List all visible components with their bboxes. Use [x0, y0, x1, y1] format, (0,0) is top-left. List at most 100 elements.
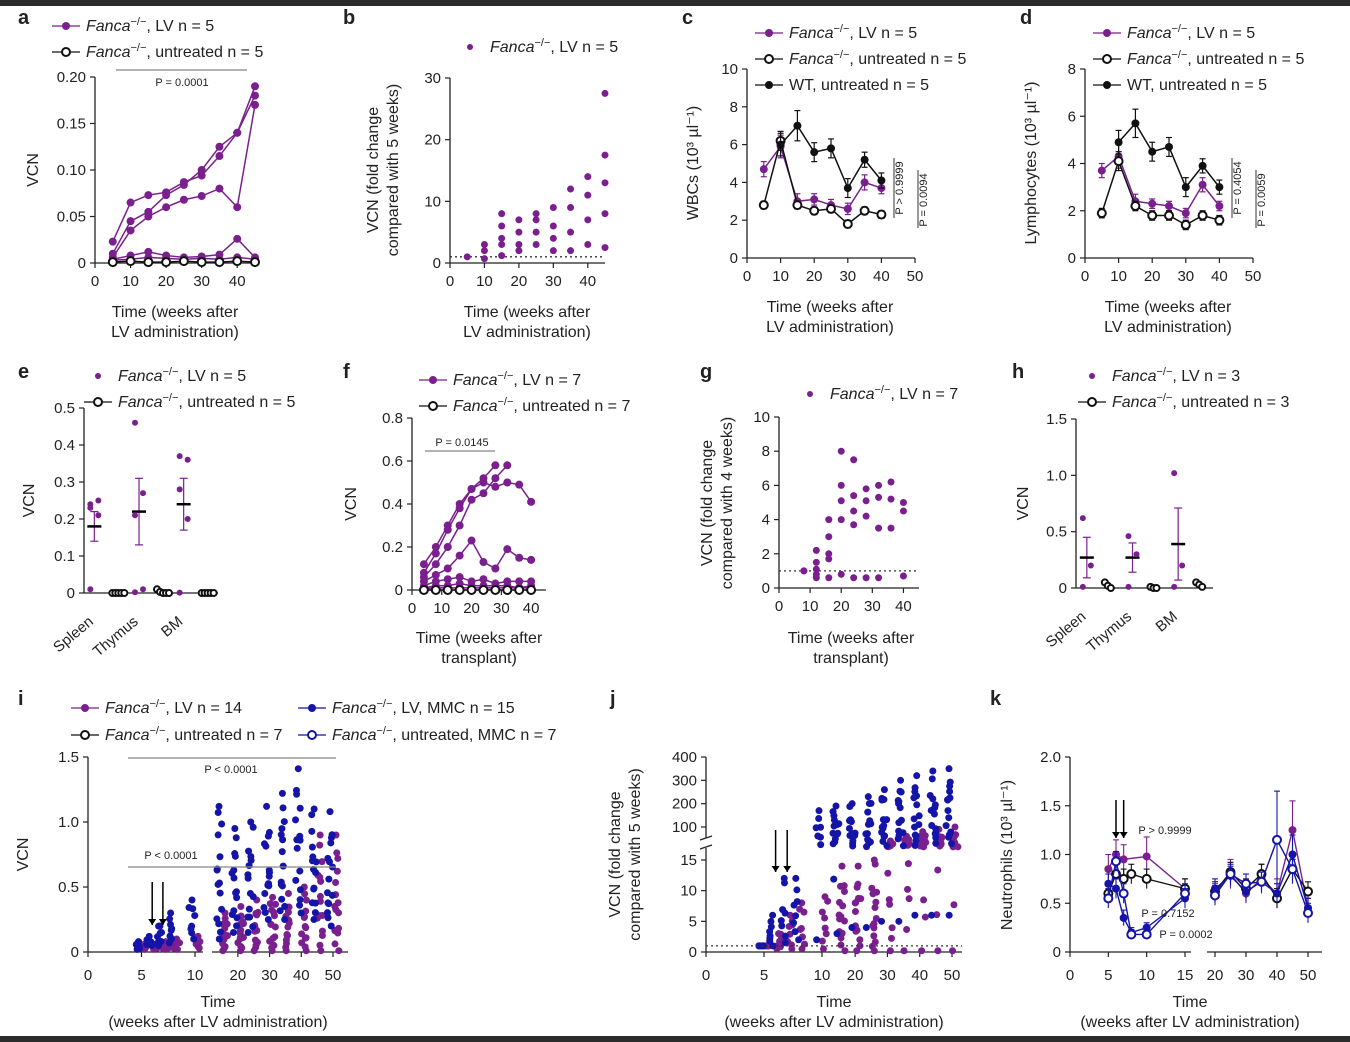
data-point — [270, 908, 278, 916]
x-tick-label: 30 — [493, 600, 510, 617]
data-point — [1148, 199, 1157, 208]
x-tick-label: 30 — [839, 268, 856, 285]
y-axis-label: VCN — [343, 487, 360, 521]
data-point — [928, 775, 936, 783]
y-tick-label: 4 — [1068, 156, 1076, 173]
data-point — [1181, 183, 1190, 192]
data-point — [899, 842, 907, 850]
data-point — [810, 148, 819, 157]
data-point — [769, 911, 777, 919]
x-tick-label: 20 — [1207, 967, 1224, 984]
data-point — [296, 832, 304, 840]
legend-marker — [80, 730, 90, 740]
series-line — [423, 539, 532, 583]
data-point — [325, 875, 333, 883]
data-point — [296, 901, 304, 909]
data-point — [443, 575, 452, 584]
panel-c: c 0 10 20 30 40 50 0 2 4 6 8 10 P > 0.9999 P = 0.0094 W… — [682, 7, 966, 336]
data-point — [271, 933, 279, 941]
y-tick-label: 0.5 — [54, 400, 75, 417]
y-tick-label: 0.20 — [57, 69, 86, 86]
data-point — [333, 867, 341, 875]
data-point — [296, 804, 304, 812]
data-point — [856, 936, 864, 944]
data-point — [231, 850, 239, 858]
y-tick-label: 10 — [680, 883, 697, 900]
data-point — [868, 884, 876, 892]
x-tick-label: 30 — [1238, 967, 1255, 984]
axis-break-gap — [698, 838, 712, 848]
x-tick-label: 20 — [230, 967, 247, 984]
data-point — [296, 886, 304, 894]
data-point — [838, 929, 846, 937]
data-point — [260, 904, 268, 912]
data-point — [332, 878, 340, 886]
data-point — [335, 947, 343, 955]
data-point — [244, 929, 252, 936]
y-tick-label: 200 — [672, 796, 697, 813]
y-tick-label: 300 — [672, 772, 697, 789]
data-point — [584, 173, 592, 181]
data-point — [818, 908, 826, 916]
data-point — [872, 898, 880, 906]
data-point — [443, 543, 452, 551]
data-point — [854, 862, 862, 870]
data-point — [812, 546, 820, 554]
data-point — [327, 922, 335, 930]
x-tick-label: 30 — [879, 967, 896, 984]
data-point — [584, 241, 592, 248]
y-tick-label: 0.2 — [382, 539, 403, 556]
data-point — [246, 889, 254, 897]
data-point — [176, 486, 183, 493]
data-point — [179, 180, 188, 189]
data-point — [926, 791, 934, 799]
x-tick-label: 30 — [545, 273, 562, 290]
data-point — [265, 866, 273, 874]
x-tick-label: 10 — [814, 967, 831, 984]
data-point — [825, 555, 833, 563]
data-point — [894, 796, 902, 804]
data-point — [848, 923, 856, 931]
y-tick-label: 1.5 — [1046, 411, 1067, 428]
data-point — [848, 830, 856, 838]
data-point — [215, 935, 223, 943]
data-point — [515, 228, 523, 236]
legend-label-f-0: Fanca−/−, LV n = 7 — [453, 370, 581, 389]
data-point — [197, 166, 206, 174]
y-axis-label: VCN (fold change — [365, 107, 382, 233]
data-point — [1119, 913, 1128, 922]
data-point — [454, 585, 465, 595]
data-point — [584, 216, 592, 224]
data-point — [515, 247, 523, 255]
data-point — [316, 841, 324, 849]
data-point — [261, 889, 269, 897]
data-point — [190, 935, 198, 943]
data-point — [245, 847, 253, 855]
data-point — [1272, 834, 1282, 845]
data-point — [215, 142, 224, 151]
data-point — [280, 818, 288, 826]
data-point — [837, 447, 845, 455]
series-line — [112, 86, 256, 242]
data-point — [480, 241, 488, 248]
legend-label-a-1: Fanca−/−, untreated n = 5 — [86, 42, 263, 61]
data-point — [515, 553, 524, 562]
data-point — [1125, 533, 1132, 540]
x-tick-label: 10 — [772, 268, 789, 285]
data-point — [232, 834, 240, 842]
data-point — [870, 932, 878, 940]
data-point — [308, 827, 316, 835]
panel-d: d 0 10 20 30 40 50 0 2 4 6 8 P = 0.4054 P = 0.0059 Lym… — [1020, 7, 1304, 336]
data-point — [442, 585, 453, 595]
y-tick-label: 8 — [1068, 61, 1076, 78]
data-point — [230, 866, 238, 874]
data-point — [498, 252, 506, 260]
data-point — [316, 873, 324, 881]
data-point — [503, 461, 512, 470]
data-point — [1303, 908, 1313, 918]
data-point — [918, 947, 926, 955]
y-tick-label: 0.3 — [54, 474, 75, 491]
data-point — [478, 585, 489, 595]
